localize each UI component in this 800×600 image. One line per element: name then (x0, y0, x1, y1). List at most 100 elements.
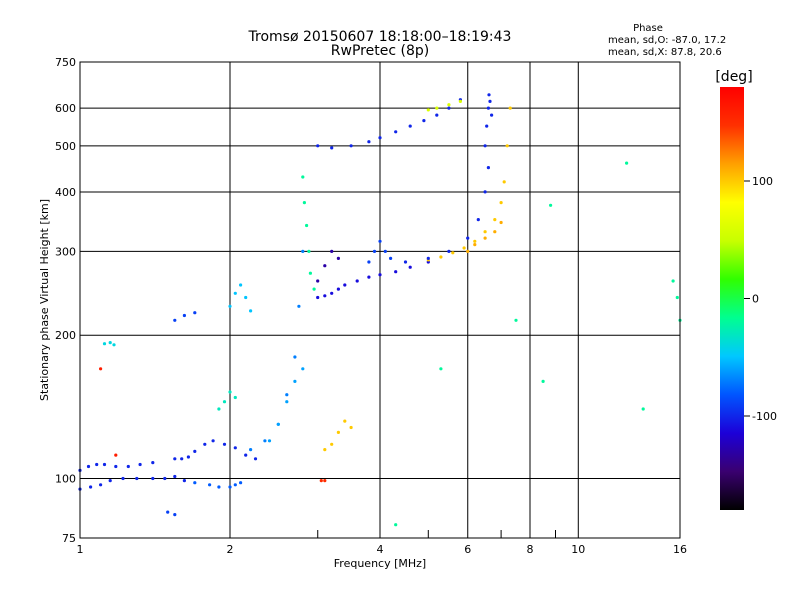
data-point (486, 106, 490, 110)
data-point (447, 103, 451, 107)
data-point (233, 291, 237, 295)
colorbar (720, 87, 744, 510)
data-point (389, 256, 393, 260)
data-point (151, 461, 155, 465)
data-point (378, 239, 382, 243)
data-point (483, 236, 487, 240)
data-point (121, 476, 125, 481)
data-point (193, 481, 197, 485)
data-point (114, 464, 118, 469)
data-point (435, 113, 439, 117)
data-point (394, 523, 398, 527)
y-tick-label: 200 (55, 329, 76, 342)
data-point (349, 144, 353, 148)
colorbar-ticks: 100 0 -100 (744, 175, 777, 423)
data-point (228, 304, 232, 308)
data-point (336, 430, 340, 434)
data-point (173, 318, 177, 322)
y-tick-label: 750 (55, 56, 76, 69)
data-point (249, 448, 253, 452)
data-point (487, 93, 491, 97)
data-point (383, 249, 387, 253)
data-point (267, 439, 272, 443)
data-point (336, 256, 340, 260)
x-tick-label: 10 (571, 543, 585, 556)
data-point (485, 124, 489, 128)
data-point (675, 295, 679, 300)
data-point (408, 265, 412, 269)
data-point (228, 485, 232, 489)
data-point (435, 106, 439, 110)
data-point (466, 249, 470, 253)
data-point (473, 239, 477, 243)
chart-subtitle: RwPretec (8p) (331, 43, 429, 59)
data-point (233, 395, 237, 400)
data-point (514, 318, 518, 322)
data-point (316, 144, 320, 148)
data-point (233, 483, 237, 487)
data-point (330, 442, 334, 446)
y-tick-label: 100 (55, 473, 76, 486)
colorbar-tick-label: 0 (752, 293, 759, 306)
data-point (180, 457, 184, 461)
data-point (451, 251, 455, 255)
data-point (493, 218, 497, 222)
x-tick-label: 2 (227, 543, 234, 556)
x-axis-label: Frequency [MHz] (334, 557, 426, 570)
data-point (297, 304, 301, 308)
y-axis-label: Stationary phase Virtual Height [km] (38, 199, 51, 401)
data-point (285, 393, 289, 397)
data-point (367, 140, 371, 144)
data-point (114, 453, 118, 457)
data-point (217, 407, 221, 411)
colorbar-tick-label: 100 (752, 175, 773, 188)
data-point (499, 220, 503, 225)
data-point (301, 175, 305, 179)
data-point (151, 476, 155, 481)
data-point (217, 485, 221, 489)
data-point (249, 309, 253, 313)
data-point (490, 113, 494, 117)
phase-box-heading: Phase (633, 23, 663, 34)
data-point (253, 457, 258, 461)
data-point (308, 271, 312, 275)
data-point (426, 108, 430, 112)
data-point (508, 106, 512, 110)
data-point (89, 485, 93, 489)
data-point (208, 483, 212, 487)
data-point (367, 275, 371, 279)
data-point (426, 256, 430, 260)
data-point (483, 190, 487, 194)
data-point (316, 295, 320, 300)
data-points (78, 93, 682, 527)
data-point (163, 476, 167, 481)
data-point (343, 283, 347, 287)
data-point (439, 367, 443, 371)
data-point (95, 462, 99, 467)
x-tick-label: 4 (377, 543, 384, 556)
data-point (233, 446, 237, 450)
data-point (641, 407, 645, 411)
data-point (439, 255, 443, 259)
data-point (173, 457, 177, 461)
colorbar-tick-label: -100 (752, 410, 777, 423)
data-point (108, 479, 112, 483)
colorbar-label: [deg] (715, 69, 752, 85)
data-point (99, 367, 103, 371)
data-point (323, 294, 327, 298)
data-point (222, 400, 227, 404)
x-tick-label: 1 (77, 543, 84, 556)
data-point (244, 295, 248, 300)
data-point (372, 249, 377, 253)
data-point (203, 442, 207, 446)
data-point (166, 510, 170, 514)
data-point (625, 161, 629, 165)
data-point (112, 343, 116, 347)
data-point (378, 136, 382, 140)
data-point (476, 218, 480, 222)
data-point (502, 180, 506, 184)
grid (80, 62, 680, 538)
data-point (378, 273, 382, 277)
data-point (293, 355, 297, 359)
